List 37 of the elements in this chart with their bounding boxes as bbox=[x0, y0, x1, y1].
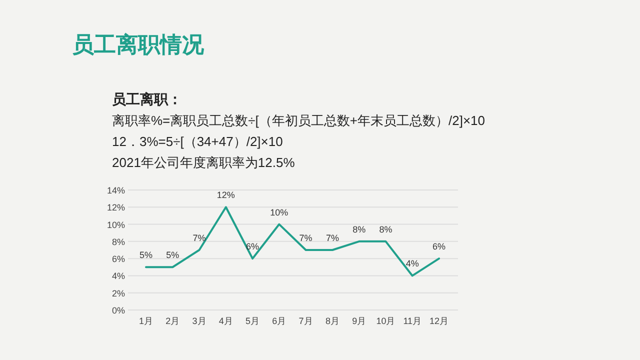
data-label: 4% bbox=[406, 258, 419, 269]
y-tick-label: 6% bbox=[112, 254, 125, 264]
y-tick-label: 8% bbox=[112, 236, 125, 247]
data-label: 6% bbox=[432, 242, 446, 252]
x-tick-label: 3月 bbox=[192, 316, 206, 326]
text: 离职率%=离职员工总数÷[（年初员工总数+年末员工总数）/2]×10 bbox=[112, 113, 485, 128]
x-tick-label: 7月 bbox=[298, 316, 313, 326]
data-label: 7% bbox=[326, 233, 339, 243]
data-label: 5% bbox=[166, 250, 180, 260]
x-tick-label: 2月 bbox=[166, 316, 180, 326]
text: 员工离职： bbox=[112, 91, 182, 107]
data-label: 10% bbox=[270, 207, 288, 218]
y-tick-label: 12% bbox=[106, 202, 125, 213]
x-tick-label: 1月 bbox=[138, 316, 154, 326]
y-tick-label: 2% bbox=[112, 288, 125, 298]
data-label: 7% bbox=[192, 233, 206, 243]
y-tick-label: 0% bbox=[112, 306, 125, 316]
y-tick-label: 14% bbox=[106, 186, 125, 196]
data-label: 8% bbox=[379, 224, 392, 234]
x-tick-label: 10月 bbox=[376, 316, 396, 326]
data-label: 6% bbox=[246, 242, 260, 252]
y-tick-label: 4% bbox=[112, 271, 125, 282]
x-tick-label: 12月 bbox=[429, 316, 449, 326]
y-tick-label: 10% bbox=[106, 220, 125, 230]
x-tick-label: 8月 bbox=[325, 316, 340, 326]
text: 2021年公司年度离职率为12.5% bbox=[112, 155, 296, 170]
x-tick-label: 4月 bbox=[218, 316, 233, 326]
data-label: 5% bbox=[139, 250, 153, 260]
data-label: 12% bbox=[216, 190, 235, 200]
data-label: 7% bbox=[299, 233, 312, 243]
text: 12．3%=5÷[（34+47）/2]×10 bbox=[112, 134, 283, 149]
x-tick-label: 11月 bbox=[403, 316, 422, 326]
chart-title: 员工离职情况 bbox=[72, 32, 205, 57]
x-tick-label: 9月 bbox=[352, 316, 366, 326]
data-label: 8% bbox=[352, 224, 366, 234]
x-tick-label: 5月 bbox=[246, 316, 260, 326]
x-tick-label: 6月 bbox=[272, 316, 286, 326]
